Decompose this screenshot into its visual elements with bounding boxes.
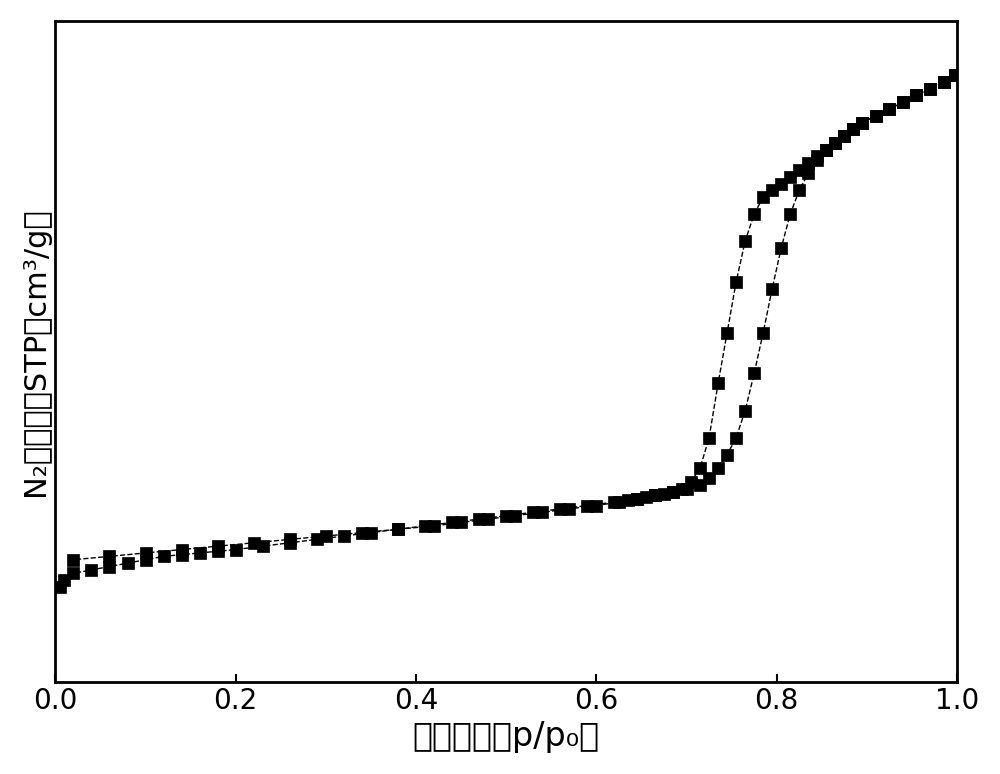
Y-axis label: N₂吸附量（STP，cm³/g）: N₂吸附量（STP，cm³/g）: [21, 207, 50, 495]
X-axis label: 相对压力（p/p₀）: 相对压力（p/p₀）: [413, 720, 600, 753]
